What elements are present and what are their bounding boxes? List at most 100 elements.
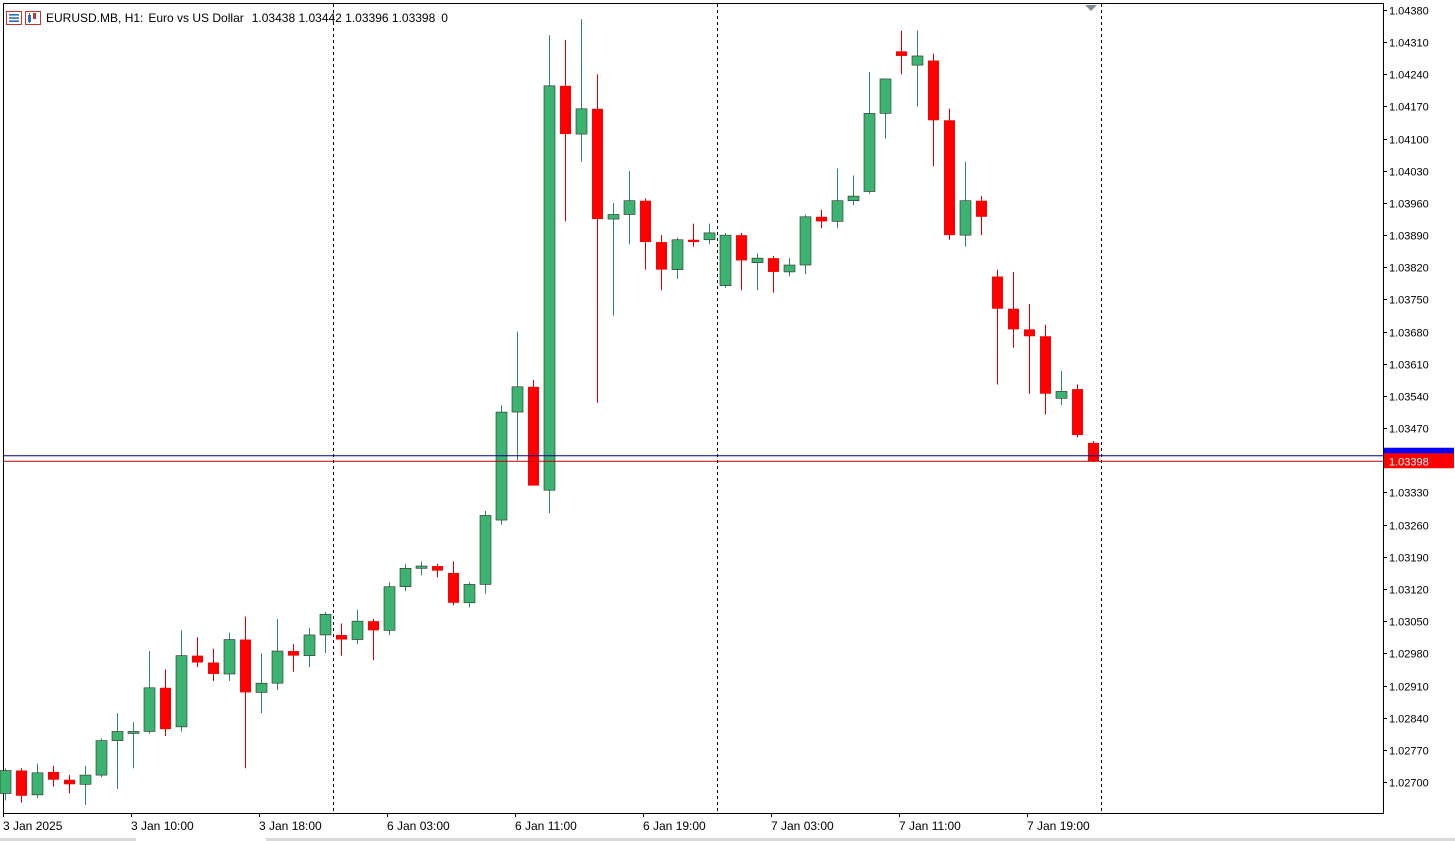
candle-body-38[interactable] bbox=[608, 214, 619, 219]
candle-body-18[interactable] bbox=[288, 651, 299, 656]
candle-body-20[interactable] bbox=[320, 614, 331, 635]
y-tick-label-20: 1.02980 bbox=[1389, 649, 1429, 661]
candle-body-34[interactable] bbox=[544, 86, 555, 490]
candle-body-65[interactable] bbox=[1040, 336, 1051, 393]
candle-body-23[interactable] bbox=[368, 621, 379, 630]
chart-list-icon[interactable] bbox=[6, 11, 22, 25]
candle-body-9[interactable] bbox=[144, 688, 155, 732]
bid-price-text: 1.03398 bbox=[1389, 456, 1429, 468]
x-tick-label-5: 6 Jan 19:00 bbox=[643, 819, 706, 833]
y-tick-label-13: 1.03470 bbox=[1389, 424, 1429, 436]
chart-header: EURUSD.MB, H1: Euro vs US Dollar 1.03438… bbox=[6, 9, 448, 27]
candle-body-52[interactable] bbox=[832, 201, 843, 222]
x-tick-label-7: 7 Jan 11:00 bbox=[899, 819, 961, 833]
y-tick-label-4: 1.04100 bbox=[1389, 135, 1429, 147]
x-tick-label-6: 7 Jan 03:00 bbox=[771, 819, 834, 833]
ohlc-values: 1.03438 1.03442 1.03396 1.03398 bbox=[252, 11, 436, 25]
x-tick-label-4: 6 Jan 11:00 bbox=[515, 819, 577, 833]
timeframe-label: H1: bbox=[125, 11, 144, 25]
candle-body-11[interactable] bbox=[176, 656, 187, 727]
y-tick-label-11: 1.03610 bbox=[1389, 360, 1429, 372]
candle-body-19[interactable] bbox=[304, 635, 315, 656]
candle-body-64[interactable] bbox=[1024, 329, 1035, 336]
candle-body-24[interactable] bbox=[384, 587, 395, 631]
candle-body-36[interactable] bbox=[576, 109, 587, 134]
candle-body-22[interactable] bbox=[352, 621, 363, 639]
candle-body-41[interactable] bbox=[656, 242, 667, 270]
x-tick-label-8: 7 Jan 19:00 bbox=[1027, 819, 1090, 833]
candle-body-3[interactable] bbox=[48, 772, 59, 780]
candle-body-46[interactable] bbox=[736, 235, 747, 260]
candle-body-56[interactable] bbox=[896, 51, 907, 56]
candle-body-61[interactable] bbox=[976, 201, 987, 217]
y-tick-label-2: 1.04240 bbox=[1389, 70, 1429, 82]
candle-body-35[interactable] bbox=[560, 86, 571, 134]
y-tick-label-7: 1.03890 bbox=[1389, 231, 1429, 243]
candle-body-66[interactable] bbox=[1056, 391, 1067, 398]
candle-body-29[interactable] bbox=[464, 584, 475, 602]
candle-body-63[interactable] bbox=[1008, 309, 1019, 330]
candle-body-15[interactable] bbox=[240, 640, 251, 693]
candle-body-27[interactable] bbox=[432, 566, 443, 571]
candle-body-28[interactable] bbox=[448, 573, 459, 603]
y-tick-label-3: 1.04170 bbox=[1389, 102, 1429, 114]
y-tick-label-18: 1.03120 bbox=[1389, 585, 1429, 597]
candle-body-39[interactable] bbox=[624, 201, 635, 215]
candle-body-21[interactable] bbox=[336, 635, 347, 640]
candle-body-31[interactable] bbox=[496, 412, 507, 520]
candle-body-32[interactable] bbox=[512, 387, 523, 412]
x-tick-label-1: 3 Jan 10:00 bbox=[131, 819, 194, 833]
y-tick-label-22: 1.02840 bbox=[1389, 714, 1429, 726]
candle-body-10[interactable] bbox=[160, 688, 171, 729]
y-tick-label-24: 1.02700 bbox=[1389, 778, 1429, 790]
candle-body-62[interactable] bbox=[992, 277, 1003, 309]
candle-body-53[interactable] bbox=[848, 196, 859, 201]
y-tick-label-17: 1.03190 bbox=[1389, 553, 1429, 565]
candle-body-50[interactable] bbox=[800, 217, 811, 265]
candle-body-8[interactable] bbox=[128, 731, 139, 733]
candle-body-57[interactable] bbox=[912, 56, 923, 65]
candle-body-42[interactable] bbox=[672, 240, 683, 270]
candle-body-58[interactable] bbox=[928, 61, 939, 121]
y-tick-label-21: 1.02910 bbox=[1389, 682, 1429, 694]
candle-body-43[interactable] bbox=[688, 240, 699, 242]
candle-body-12[interactable] bbox=[192, 656, 203, 663]
candle-body-7[interactable] bbox=[112, 731, 123, 740]
candle-body-54[interactable] bbox=[864, 113, 875, 191]
candle-body-14[interactable] bbox=[224, 640, 235, 674]
symbol-chart-icon[interactable] bbox=[25, 11, 41, 25]
candle-body-30[interactable] bbox=[480, 515, 491, 584]
candle-body-16[interactable] bbox=[256, 683, 267, 692]
candle-body-47[interactable] bbox=[752, 258, 763, 263]
x-tick-label-3: 6 Jan 03:00 bbox=[387, 819, 450, 833]
candle-body-40[interactable] bbox=[640, 201, 651, 242]
candle-body-59[interactable] bbox=[944, 120, 955, 235]
candle-body-60[interactable] bbox=[960, 201, 971, 235]
y-tick-label-1: 1.04310 bbox=[1389, 38, 1429, 50]
candle-body-0[interactable] bbox=[0, 771, 11, 794]
candle-body-55[interactable] bbox=[880, 79, 891, 113]
candle-body-17[interactable] bbox=[272, 651, 283, 683]
candle-body-49[interactable] bbox=[784, 265, 795, 272]
candle-body-13[interactable] bbox=[208, 663, 219, 674]
candle-body-67[interactable] bbox=[1072, 389, 1083, 435]
candle-body-51[interactable] bbox=[816, 217, 827, 222]
candle-body-33[interactable] bbox=[528, 387, 539, 486]
candle-body-26[interactable] bbox=[416, 566, 427, 568]
volume-value: 0 bbox=[441, 11, 448, 25]
y-tick-label-16: 1.03260 bbox=[1389, 521, 1429, 533]
candle-body-48[interactable] bbox=[768, 258, 779, 272]
y-tick-label-15: 1.03330 bbox=[1389, 488, 1429, 500]
candle-body-2[interactable] bbox=[32, 773, 43, 795]
candle-body-44[interactable] bbox=[704, 233, 715, 240]
candle-body-45[interactable] bbox=[720, 235, 731, 286]
candle-body-37[interactable] bbox=[592, 109, 603, 219]
candle-body-1[interactable] bbox=[16, 771, 27, 796]
candle-body-5[interactable] bbox=[80, 775, 91, 784]
candle-body-4[interactable] bbox=[64, 780, 75, 785]
candle-body-6[interactable] bbox=[96, 741, 107, 775]
candle-body-68[interactable] bbox=[1088, 443, 1099, 461]
candle-body-25[interactable] bbox=[400, 568, 411, 586]
